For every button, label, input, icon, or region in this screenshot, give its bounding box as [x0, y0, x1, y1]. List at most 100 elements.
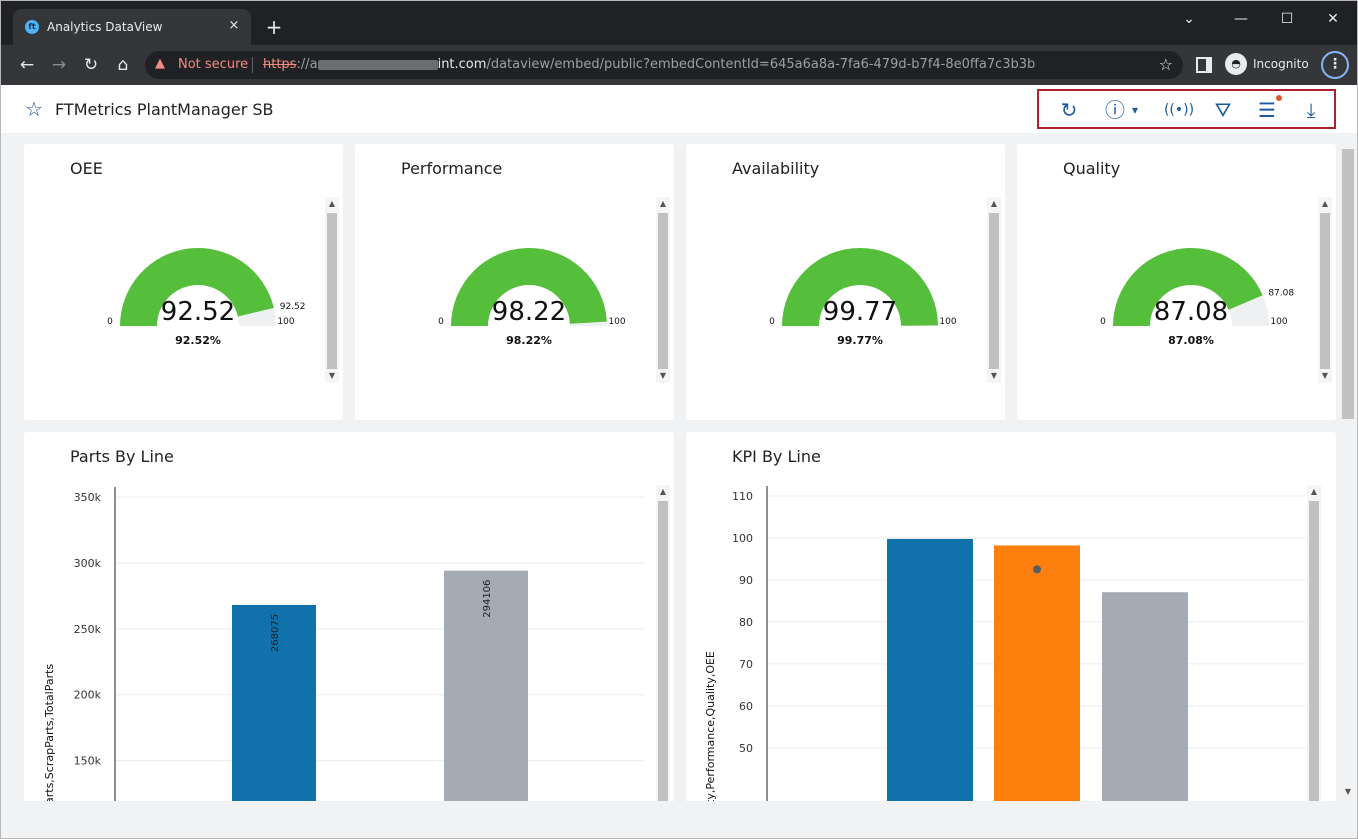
scroll-thumb[interactable] [327, 213, 337, 369]
scroll-up-icon[interactable]: ▲ [659, 487, 667, 496]
gauge-scrollbar[interactable]: ▲ ▼ [656, 197, 670, 383]
bar-data-label: 294106 [482, 580, 493, 618]
gauge-fill [1113, 247, 1263, 326]
gauge-chart: 98.22 98.22% 0 100 [438, 247, 626, 347]
gauge-scrollbar[interactable]: ▲ ▼ [987, 197, 1001, 383]
reload-button[interactable]: ↻ [83, 55, 99, 75]
refresh-icon[interactable]: ↻ [1060, 98, 1078, 122]
gauge-value: 99.77 [823, 297, 897, 327]
minimize-button[interactable]: — [1234, 11, 1248, 27]
scroll-thumb[interactable] [1309, 501, 1319, 811]
bar-data-label: 268075 [270, 614, 281, 652]
gauge-percent: 92.52% [175, 334, 221, 347]
scroll-thumb[interactable] [989, 213, 999, 369]
gauge-title: OEE [70, 159, 103, 178]
gauge-percent: 87.08% [1168, 334, 1214, 347]
incognito-label: Incognito [1253, 57, 1309, 71]
y-axis-label: arts,ScrapParts,TotalParts [43, 664, 56, 804]
page-title: FTMetrics PlantManager SB [55, 100, 274, 119]
favorite-star-icon[interactable]: ☆ [25, 97, 43, 121]
url-path: /dataview/embed/public?embedContentId=64… [486, 57, 1036, 72]
live-broadcast-icon[interactable]: ((•)) [1163, 102, 1195, 118]
settings-sliders-icon[interactable]: ☰ [1255, 95, 1282, 123]
chart-scrollbar[interactable]: ▲ [656, 485, 670, 815]
chart-scrollbar[interactable]: ▲ [1307, 485, 1321, 815]
new-tab-button[interactable]: + [265, 15, 283, 39]
browser-tab[interactable]: ft Analytics DataView × [13, 9, 251, 45]
scroll-up-icon[interactable]: ▲ [990, 199, 998, 208]
tab-search-icon[interactable]: ⌄ [1183, 11, 1195, 27]
page-scroll-down-icon[interactable]: ▼ [1344, 787, 1352, 796]
gauge-card-availability: Availability 99.77 99.77% 0 100 ▲ ▼ [686, 144, 1005, 420]
maximize-button[interactable]: ☐ [1280, 11, 1294, 27]
bar [887, 538, 973, 812]
y-tick-label: 150k [74, 755, 102, 768]
scroll-up-icon[interactable]: ▲ [1321, 199, 1329, 208]
scroll-up-icon[interactable]: ▲ [1310, 487, 1318, 496]
page-scrollbar[interactable]: ▼ [1340, 141, 1356, 801]
parts-by-line-chart: 350k 300k 250k 200k 150k arts,ScrapParts,Tota… [43, 487, 644, 812]
forward-button[interactable]: → [51, 55, 67, 75]
gauge-min-label: 0 [1100, 317, 1106, 327]
scroll-thumb[interactable] [658, 213, 668, 369]
not-secure-label: Not secure [178, 57, 249, 72]
y-axis-label: ty,Performance,Quality,OEE [704, 651, 717, 804]
bookmark-star-icon[interactable]: ☆ [1158, 55, 1173, 74]
tab-bar: ft Analytics DataView × + ⌄ — ☐ ✕ [1, 1, 1357, 45]
parts-by-line-card: Parts By Line 350k 300k 250k 200k 150k arts,S… [24, 432, 674, 815]
address-bar[interactable]: ▲ Not secure https://a int.com/dataview/e… [145, 51, 1183, 79]
download-icon[interactable]: ⤓ [1306, 98, 1316, 122]
gauge-card-oee: OEE 92.52 92.52% 0 100 92.52 ▲ ▼ [24, 144, 343, 420]
y-tick-label: 60 [739, 700, 753, 713]
url-text: https://a int.com/dataview/embed/public?e… [263, 57, 1035, 72]
gauge-scrollbar[interactable]: ▲ ▼ [325, 197, 339, 383]
tab-close-icon[interactable]: × [228, 18, 240, 33]
scroll-down-icon[interactable]: ▼ [990, 371, 998, 380]
incognito-indicator[interactable]: ◓ Incognito [1225, 53, 1309, 77]
close-window-button[interactable]: ✕ [1327, 11, 1339, 27]
gauge-max-label: 100 [608, 317, 625, 327]
page-scroll-thumb[interactable] [1342, 149, 1354, 419]
back-button[interactable]: ← [19, 55, 35, 75]
scroll-down-icon[interactable]: ▼ [1321, 371, 1329, 380]
y-tick-label: 90 [739, 574, 753, 587]
app-favicon-icon: ft [25, 20, 39, 34]
scroll-thumb[interactable] [658, 501, 668, 811]
gauge-card-quality: Quality 87.08 87.08% 0 100 87.08 ▲ ▼ [1017, 144, 1336, 420]
divider [252, 57, 253, 73]
gauge-fill [782, 247, 938, 326]
home-button[interactable]: ⌂ [117, 55, 129, 75]
url-host: int.com [437, 57, 487, 72]
browser-menu-button[interactable]: ⋮ [1321, 51, 1349, 79]
kpi-by-line-card: KPI By Line 110 100 90 80 70 60 50 ty,Performan… [686, 432, 1336, 815]
gauge-value: 92.52 [161, 297, 235, 327]
scroll-down-icon[interactable]: ▼ [659, 371, 667, 380]
gauge-percent: 98.22% [506, 334, 552, 347]
oee-marker-point [1033, 565, 1041, 574]
bar [232, 604, 316, 812]
gauge-max-label: 100 [277, 317, 294, 327]
gauge-min-label: 0 [438, 317, 444, 327]
scroll-thumb[interactable] [1320, 213, 1330, 369]
info-icon[interactable]: ⓘ [1105, 98, 1125, 122]
bar [1102, 592, 1188, 812]
info-dropdown-caret-icon[interactable]: ▾ [1131, 103, 1139, 117]
scroll-down-icon[interactable]: ▼ [328, 371, 336, 380]
kpi-by-line-chart: 110 100 90 80 70 60 50 ty,Performance,Quality,O… [704, 486, 1306, 812]
scroll-up-icon[interactable]: ▲ [328, 199, 336, 208]
y-tick-label: 250k [74, 623, 102, 636]
incognito-icon: ◓ [1225, 53, 1247, 75]
side-panel-icon[interactable] [1196, 57, 1212, 73]
bar [444, 570, 528, 812]
page-footer [1, 801, 1357, 838]
y-tick-label: 300k [74, 557, 102, 570]
browser-toolbar: ← → ↻ ⌂ ▲ Not secure https://a int.com/da… [1, 45, 1357, 85]
filter-icon[interactable]: ⛛ [1214, 98, 1232, 122]
gauge-scrollbar[interactable]: ▲ ▼ [1318, 197, 1332, 383]
scroll-up-icon[interactable]: ▲ [659, 199, 667, 208]
gauge-fill [120, 248, 274, 326]
gauge-card-performance: Performance 98.22 98.22% 0 100 ▲ ▼ [355, 144, 674, 420]
y-tick-label: 110 [732, 490, 753, 503]
y-tick-label: 200k [74, 689, 102, 702]
